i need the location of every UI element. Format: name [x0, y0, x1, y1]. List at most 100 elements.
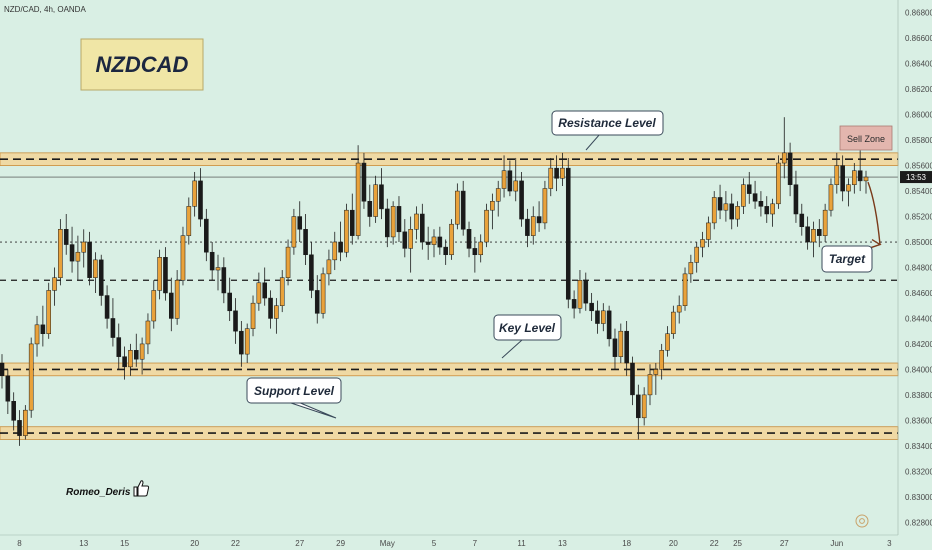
candle[interactable]	[233, 298, 238, 344]
candle[interactable]	[513, 157, 519, 202]
candle[interactable]	[606, 305, 612, 347]
candle[interactable]	[157, 249, 162, 300]
candle[interactable]	[344, 203, 349, 258]
candle[interactable]	[688, 254, 694, 283]
candle[interactable]	[227, 277, 232, 321]
candle[interactable]	[169, 277, 174, 332]
candle[interactable]	[636, 384, 641, 440]
candle[interactable]	[723, 191, 729, 222]
candle[interactable]	[846, 178, 851, 207]
candle[interactable]	[110, 298, 116, 347]
candle[interactable]	[5, 369, 11, 414]
candle[interactable]	[34, 315, 40, 357]
candle[interactable]	[565, 157, 571, 309]
candle[interactable]	[250, 295, 256, 337]
candle[interactable]	[752, 180, 758, 209]
key-level-callout[interactable]: Key Level	[493, 314, 562, 359]
candle[interactable]	[396, 196, 402, 243]
candle[interactable]	[163, 247, 168, 301]
candle[interactable]	[367, 184, 373, 227]
candle[interactable]	[279, 270, 285, 313]
target-callout[interactable]: Target	[821, 245, 873, 273]
candle[interactable]	[706, 216, 711, 248]
candle[interactable]	[490, 193, 495, 230]
candle[interactable]	[659, 343, 664, 380]
candle[interactable]	[478, 234, 483, 263]
candle[interactable]	[180, 226, 186, 286]
candle[interactable]	[583, 272, 589, 311]
candle[interactable]	[408, 216, 413, 273]
candle[interactable]	[63, 214, 69, 255]
candle[interactable]	[186, 197, 192, 245]
candle[interactable]	[676, 295, 682, 324]
candle[interactable]	[863, 170, 869, 194]
candle[interactable]	[741, 178, 746, 214]
support-callout[interactable]: Support Level	[246, 377, 342, 419]
candle[interactable]	[495, 180, 501, 217]
candle[interactable]	[735, 201, 740, 227]
candle[interactable]	[402, 219, 408, 258]
candle[interactable]	[589, 292, 594, 321]
candle[interactable]	[116, 323, 122, 370]
candle[interactable]	[314, 275, 320, 324]
candle[interactable]	[466, 221, 472, 258]
candle[interactable]	[793, 170, 799, 223]
candle[interactable]	[122, 346, 127, 380]
candle[interactable]	[28, 337, 34, 418]
candle[interactable]	[787, 142, 793, 197]
candle[interactable]	[852, 163, 857, 194]
candle[interactable]	[75, 235, 81, 281]
candle[interactable]	[828, 178, 834, 217]
candle[interactable]	[805, 216, 810, 250]
candle[interactable]	[239, 321, 244, 367]
candle[interactable]	[46, 282, 51, 339]
candle[interactable]	[133, 333, 139, 367]
projection-arrow[interactable]	[867, 181, 882, 249]
candle[interactable]	[770, 198, 775, 227]
candle[interactable]	[840, 155, 845, 202]
candle[interactable]	[128, 343, 133, 376]
candle[interactable]	[58, 219, 63, 286]
candle[interactable]	[560, 152, 565, 186]
candle[interactable]	[309, 242, 314, 299]
candle[interactable]	[215, 254, 221, 291]
candle[interactable]	[536, 201, 542, 232]
candle[interactable]	[443, 239, 448, 265]
candle[interactable]	[23, 405, 28, 440]
resistance-callout[interactable]: Resistance Level	[551, 110, 664, 151]
candle[interactable]	[209, 242, 215, 281]
candle[interactable]	[87, 231, 92, 286]
candle[interactable]	[145, 313, 151, 355]
candle[interactable]	[385, 198, 390, 248]
candle[interactable]	[624, 321, 629, 376]
candle[interactable]	[776, 155, 781, 209]
candle[interactable]	[174, 270, 180, 325]
candle[interactable]	[93, 252, 98, 293]
candle[interactable]	[764, 196, 770, 223]
price-axis[interactable]: 0.86800 0.86600 0.86400 0.86200 0.86000 0.858…	[897, 0, 932, 535]
candle[interactable]	[52, 267, 57, 306]
candle[interactable]	[729, 193, 735, 230]
candle[interactable]	[519, 171, 524, 227]
candle[interactable]	[507, 160, 513, 197]
candle[interactable]	[151, 280, 157, 329]
candle[interactable]	[420, 203, 425, 250]
candle[interactable]	[17, 410, 22, 446]
candle[interactable]	[320, 267, 326, 319]
candle[interactable]	[69, 226, 75, 273]
candle[interactable]	[630, 356, 635, 406]
candle[interactable]	[449, 219, 454, 260]
candle[interactable]	[425, 226, 431, 260]
candle[interactable]	[530, 206, 536, 245]
candle[interactable]	[822, 203, 828, 243]
candle[interactable]	[274, 298, 279, 334]
candle[interactable]	[326, 249, 332, 286]
candle[interactable]	[618, 323, 624, 364]
candle[interactable]	[460, 180, 466, 236]
candle[interactable]	[268, 290, 273, 329]
candle[interactable]	[694, 242, 699, 273]
candle[interactable]	[700, 231, 705, 258]
candle[interactable]	[244, 323, 250, 364]
candle[interactable]	[817, 219, 822, 248]
candle[interactable]	[361, 152, 367, 209]
